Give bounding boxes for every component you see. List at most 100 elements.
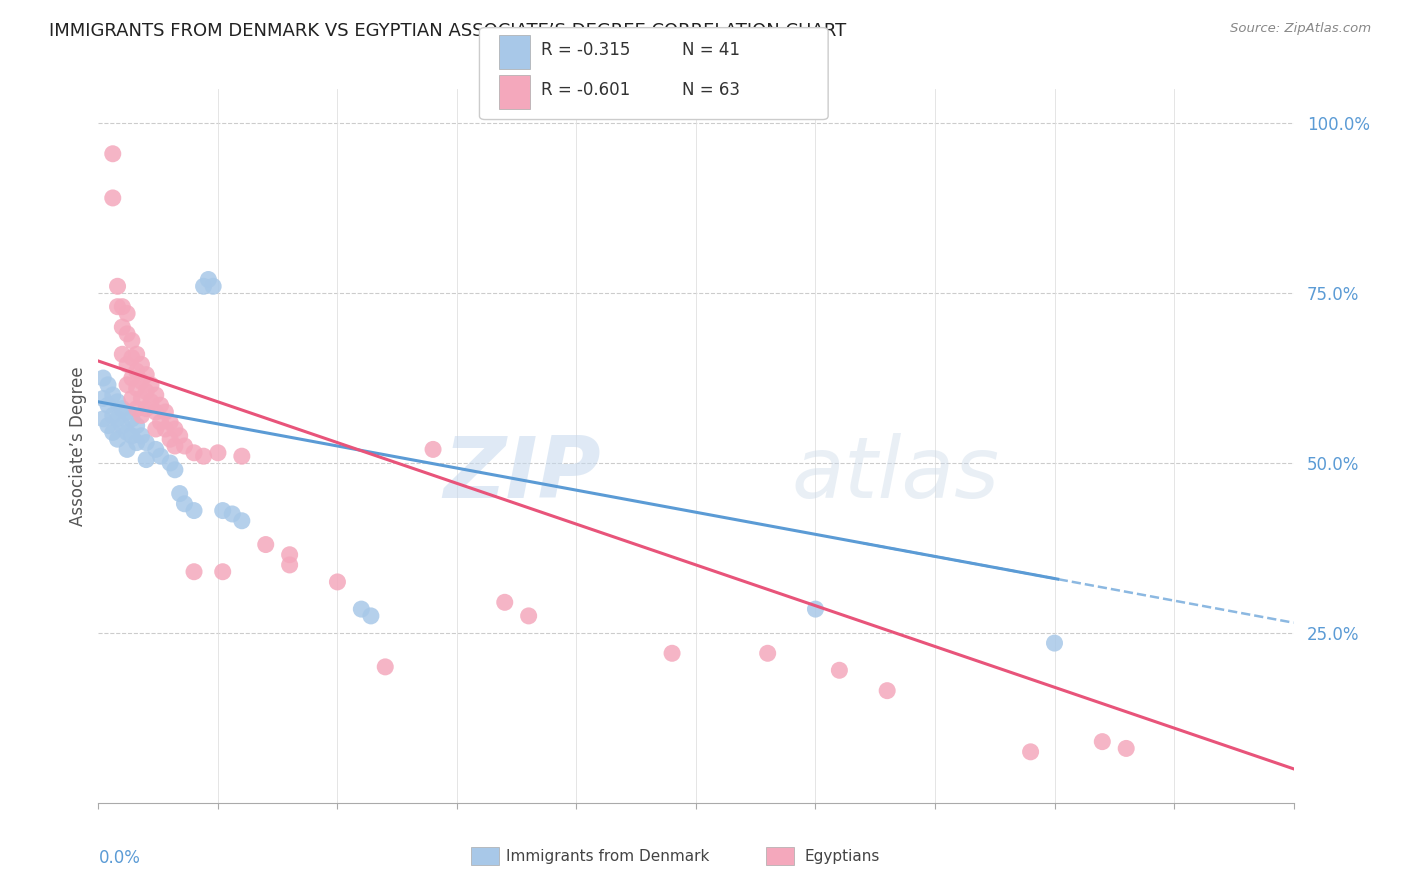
Point xyxy=(91,371,114,385)
Point xyxy=(135,401,157,416)
Point xyxy=(193,449,215,463)
Point xyxy=(115,442,138,457)
Text: N = 41: N = 41 xyxy=(682,42,740,60)
Point xyxy=(169,486,191,500)
Point xyxy=(101,425,124,440)
Point xyxy=(125,401,148,416)
Point xyxy=(145,442,167,457)
Point xyxy=(115,405,138,419)
Point xyxy=(1019,745,1042,759)
Point xyxy=(517,608,540,623)
Point xyxy=(173,439,195,453)
Point xyxy=(145,422,167,436)
Point xyxy=(97,418,120,433)
Text: ZIP: ZIP xyxy=(443,433,600,516)
Point xyxy=(183,446,205,460)
Point xyxy=(131,392,153,406)
Point xyxy=(97,377,120,392)
Point xyxy=(155,422,177,436)
Point xyxy=(278,548,301,562)
Point xyxy=(91,392,114,406)
Text: 0.0%: 0.0% xyxy=(98,849,141,867)
Text: atlas: atlas xyxy=(792,433,1000,516)
Point xyxy=(115,377,138,392)
Point xyxy=(169,429,191,443)
Point xyxy=(125,381,148,395)
Point xyxy=(145,405,167,419)
Point xyxy=(115,358,138,372)
Point xyxy=(183,565,205,579)
Point xyxy=(207,446,229,460)
Point xyxy=(155,405,177,419)
Point xyxy=(202,279,225,293)
Point xyxy=(111,300,134,314)
Point xyxy=(115,306,138,320)
Point xyxy=(231,449,253,463)
Point xyxy=(326,574,349,589)
Point xyxy=(163,439,186,453)
Point xyxy=(125,435,148,450)
Point xyxy=(121,334,143,348)
Point xyxy=(125,364,148,378)
Point xyxy=(121,412,143,426)
Point xyxy=(374,660,396,674)
Point xyxy=(804,602,827,616)
Point xyxy=(149,398,172,412)
Point xyxy=(107,432,129,446)
Point xyxy=(135,452,157,467)
Y-axis label: Associate’s Degree: Associate’s Degree xyxy=(69,367,87,525)
Point xyxy=(115,326,138,341)
Point xyxy=(101,409,124,423)
Point xyxy=(121,351,143,365)
Point xyxy=(756,646,779,660)
Point xyxy=(661,646,683,660)
Point xyxy=(125,418,148,433)
Point xyxy=(121,429,143,443)
Point xyxy=(211,503,233,517)
Text: R = -0.315: R = -0.315 xyxy=(541,42,631,60)
Point xyxy=(197,272,219,286)
Point xyxy=(211,565,233,579)
Point xyxy=(159,456,181,470)
Point xyxy=(254,537,277,551)
Point xyxy=(139,377,162,392)
Point xyxy=(163,422,186,436)
Point xyxy=(149,449,172,463)
Point xyxy=(115,425,138,440)
Point xyxy=(183,503,205,517)
Point xyxy=(107,412,129,426)
Point xyxy=(107,394,129,409)
Point xyxy=(101,388,124,402)
Point xyxy=(149,415,172,429)
Point xyxy=(350,602,373,616)
Point xyxy=(163,463,186,477)
Text: R = -0.601: R = -0.601 xyxy=(541,81,630,99)
Point xyxy=(278,558,301,572)
Point xyxy=(139,394,162,409)
Point xyxy=(91,412,114,426)
Point xyxy=(121,392,143,406)
Point xyxy=(135,384,157,399)
Point xyxy=(1115,741,1137,756)
Point xyxy=(107,279,129,293)
Point xyxy=(173,497,195,511)
Point xyxy=(828,663,851,677)
Text: Immigrants from Denmark: Immigrants from Denmark xyxy=(506,849,710,863)
Point xyxy=(876,683,898,698)
Point xyxy=(131,409,153,423)
Point xyxy=(135,435,157,450)
Point xyxy=(422,442,444,457)
Point xyxy=(159,432,181,446)
Point xyxy=(111,418,134,433)
Point xyxy=(131,358,153,372)
Text: Source: ZipAtlas.com: Source: ZipAtlas.com xyxy=(1230,22,1371,36)
Point xyxy=(135,368,157,382)
Point xyxy=(97,398,120,412)
Point xyxy=(360,608,382,623)
Point xyxy=(145,388,167,402)
Point xyxy=(111,401,134,416)
Point xyxy=(494,595,516,609)
Point xyxy=(159,415,181,429)
Point xyxy=(131,429,153,443)
Point xyxy=(111,347,134,361)
